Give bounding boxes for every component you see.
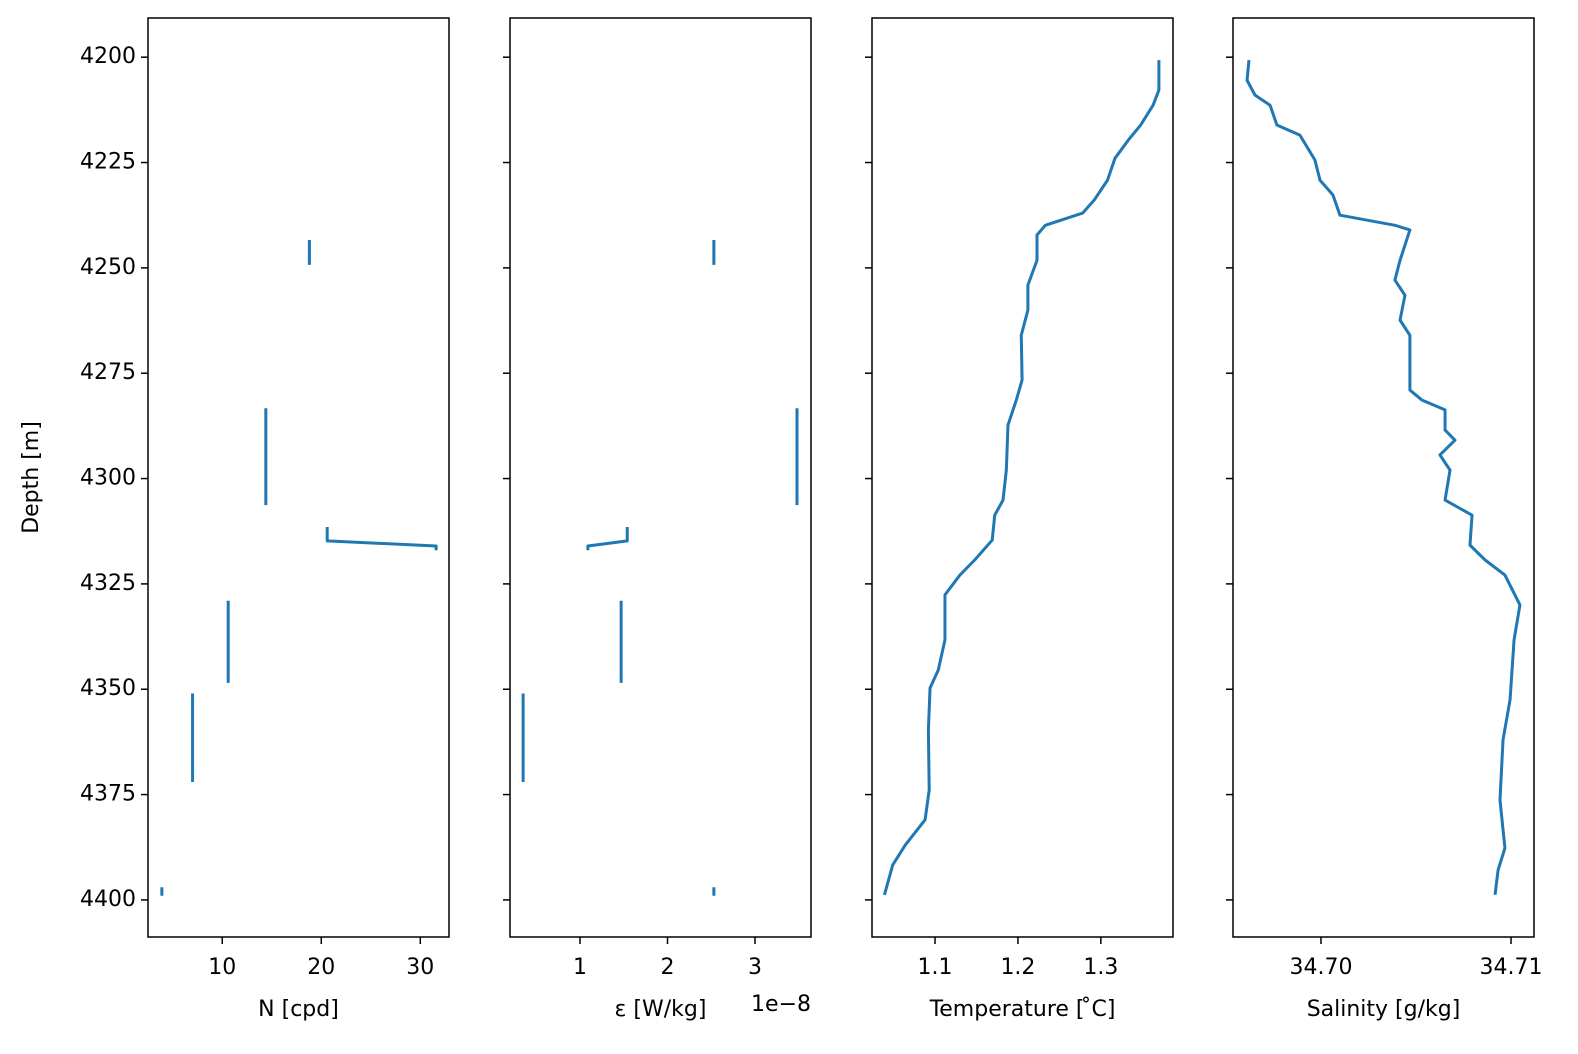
- y-tick-label: 4275: [80, 360, 136, 385]
- x-tick-label: 1.2: [1000, 955, 1035, 980]
- x-tick-label: 2: [661, 955, 675, 980]
- profile-line: [882, 60, 1161, 896]
- x-tick-label: 34.70: [1289, 955, 1352, 980]
- axes-frame: [1232, 17, 1535, 938]
- profile-line: [521, 240, 799, 896]
- x-tick-label: 34.71: [1480, 955, 1543, 980]
- axes-frame: [509, 17, 812, 938]
- y-tick-label: 4225: [80, 150, 136, 175]
- y-tick-label: 4300: [80, 466, 136, 491]
- y-axis-label: Depth [m]: [19, 421, 44, 534]
- y-tick-label: 4200: [80, 44, 136, 69]
- x-axis-label: Temperature [ ̊C]: [929, 997, 1116, 1022]
- x-axis-label: Salinity [g/kg]: [1307, 997, 1461, 1022]
- x-tick-label: 1.1: [918, 955, 953, 980]
- x-tick-label: 20: [307, 955, 335, 980]
- y-tick-label: 4250: [80, 255, 136, 280]
- y-tick-label: 4325: [80, 571, 136, 596]
- y-tick-label: 4375: [80, 782, 136, 807]
- x-axis-label: ε [W/kg]: [615, 997, 707, 1022]
- x-tick-label: 30: [406, 955, 434, 980]
- profile-line: [160, 240, 438, 896]
- offset-label: 1e−8: [751, 992, 811, 1017]
- x-tick-label: 3: [748, 955, 762, 980]
- x-tick-label: 10: [208, 955, 236, 980]
- y-tick-label: 4350: [80, 676, 136, 701]
- x-axis-label: N [cpd]: [258, 997, 339, 1022]
- axes-frame: [147, 17, 450, 938]
- x-tick-label: 1: [573, 955, 587, 980]
- y-tick-label: 4400: [80, 887, 136, 912]
- x-tick-label: 1.3: [1083, 955, 1118, 980]
- profile-line: [1245, 59, 1522, 896]
- axes-frame: [871, 17, 1174, 938]
